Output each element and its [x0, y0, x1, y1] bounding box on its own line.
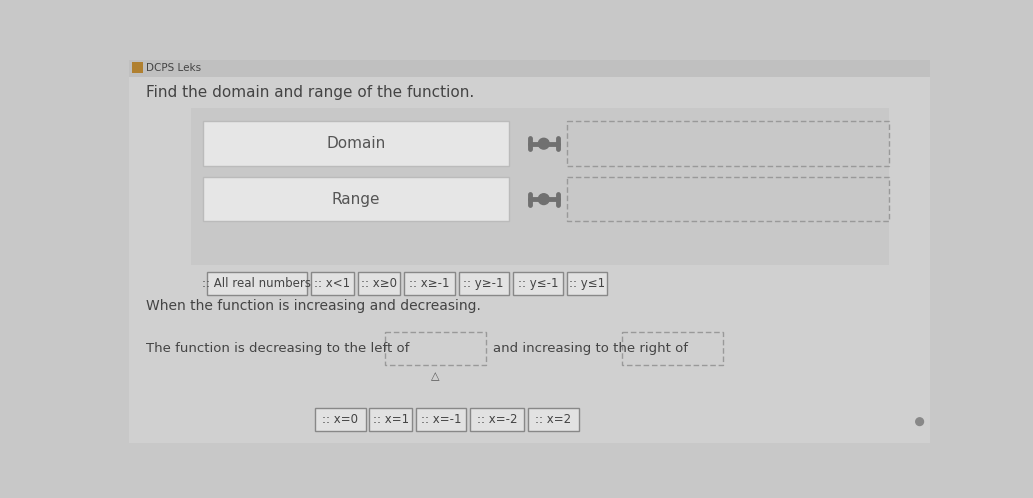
- Bar: [129, 60, 930, 77]
- Bar: [315, 408, 366, 431]
- Text: :: x=-1: :: x=-1: [420, 413, 462, 426]
- Bar: [567, 177, 888, 222]
- Text: Range: Range: [332, 192, 380, 207]
- Bar: [567, 122, 888, 166]
- Text: :: x=1: :: x=1: [373, 413, 409, 426]
- Bar: [311, 271, 354, 295]
- Text: :: y≤-1: :: y≤-1: [518, 276, 558, 289]
- Text: :: y≤1: :: y≤1: [569, 276, 605, 289]
- Text: :: x≥0: :: x≥0: [362, 276, 397, 289]
- Bar: [512, 271, 563, 295]
- Bar: [207, 271, 308, 295]
- Bar: [622, 332, 723, 366]
- Bar: [202, 177, 509, 222]
- Text: :: y≥-1: :: y≥-1: [464, 276, 504, 289]
- Bar: [357, 271, 401, 295]
- Text: Domain: Domain: [326, 136, 385, 151]
- Text: :: x≥-1: :: x≥-1: [409, 276, 449, 289]
- Text: When the function is increasing and decreasing.: When the function is increasing and decr…: [147, 299, 481, 313]
- Bar: [132, 62, 144, 73]
- Bar: [528, 408, 578, 431]
- Circle shape: [538, 138, 550, 149]
- Bar: [567, 271, 607, 295]
- Text: :: x=2: :: x=2: [535, 413, 571, 426]
- Text: and increasing to the right of: and increasing to the right of: [494, 342, 688, 355]
- Text: :: All real numbers: :: All real numbers: [202, 276, 312, 289]
- Bar: [370, 408, 412, 431]
- Bar: [459, 271, 509, 295]
- Bar: [416, 408, 466, 431]
- Circle shape: [915, 418, 924, 425]
- Text: △: △: [431, 372, 439, 381]
- Bar: [404, 271, 455, 295]
- Text: Find the domain and range of the function.: Find the domain and range of the functio…: [147, 85, 474, 100]
- Text: :: x=0: :: x=0: [322, 413, 358, 426]
- Bar: [470, 408, 525, 431]
- Bar: [191, 108, 888, 265]
- Bar: [385, 332, 486, 366]
- Bar: [202, 122, 509, 166]
- Text: The function is decreasing to the left of: The function is decreasing to the left o…: [147, 342, 409, 355]
- Text: DCPS Leks: DCPS Leks: [147, 63, 201, 73]
- Text: :: x<1: :: x<1: [314, 276, 350, 289]
- Text: :: x=-2: :: x=-2: [477, 413, 518, 426]
- Circle shape: [538, 194, 550, 205]
